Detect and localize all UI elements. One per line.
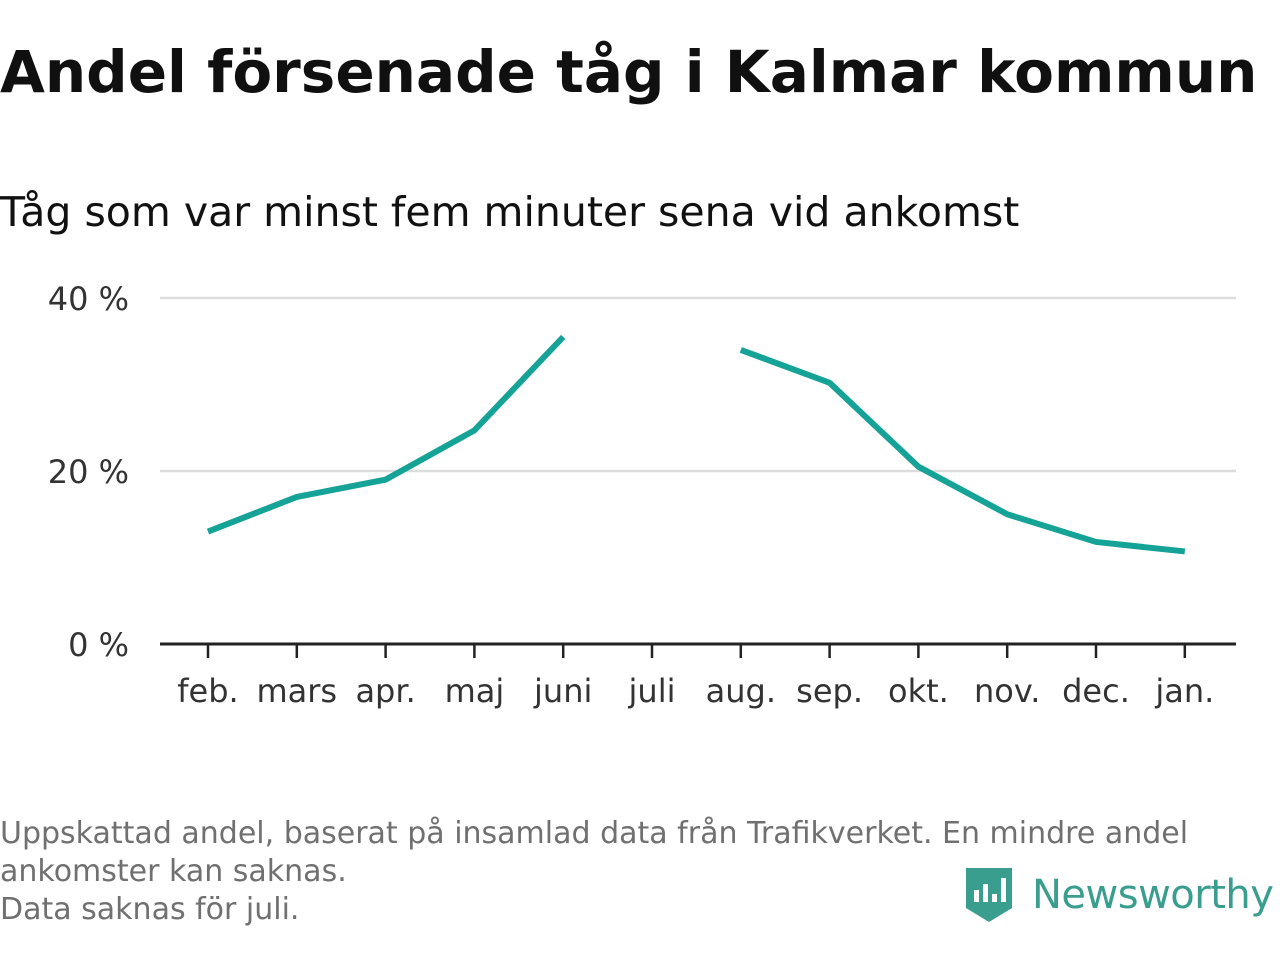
y-tick-label: 20 % [48,453,129,491]
x-tick-label: apr. [355,672,415,710]
brand-name: Newsworthy [1032,872,1274,918]
x-tick-label: jan. [1154,672,1214,710]
x-tick-label: aug. [706,672,776,710]
chart-subtitle: Tåg som var minst fem minuter sena vid a… [0,188,1020,236]
x-tick-label: dec. [1062,672,1130,710]
chart-title: Andel försenade tåg i Kalmar kommun [0,38,1258,106]
footnote-line: ankomster kan saknas. [0,854,347,889]
newsworthy-logo: Newsworthy [962,864,1274,926]
chart-footnote: Uppskattad andel, baserat på insamlad da… [0,815,1270,929]
x-tick-label: juli [628,672,676,710]
grid-lines [160,296,1236,473]
series-lines [206,334,1186,555]
footnote-line: Data saknas för juli. [0,892,300,927]
series-line-segment [206,334,566,535]
line-chart: 0 % 20 % 40 % feb. mars apr. maj juni juli aug. s… [48,280,1236,710]
bar-chart-logo-icon [966,868,1012,922]
y-axis-tick-labels: 0 % 20 % 40 % [48,280,129,664]
x-tick-label: maj [445,672,505,710]
x-axis-tick-labels: feb. mars apr. maj juni juli aug. sep. okt. nov. d… [177,672,1214,710]
series-line-segment [739,347,1186,555]
x-tick-label: nov. [974,672,1040,710]
x-tick-label: mars [256,672,337,710]
y-tick-label: 0 % [68,626,129,664]
x-tick-label: sep. [796,672,863,710]
y-tick-label: 40 % [48,280,129,318]
x-tick-label: okt. [888,672,949,710]
footnote-line: Uppskattad andel, baserat på insamlad da… [0,816,1189,851]
x-tick-label: juni [533,672,592,710]
x-tick-label: feb. [177,672,238,710]
x-axis [160,642,1236,658]
